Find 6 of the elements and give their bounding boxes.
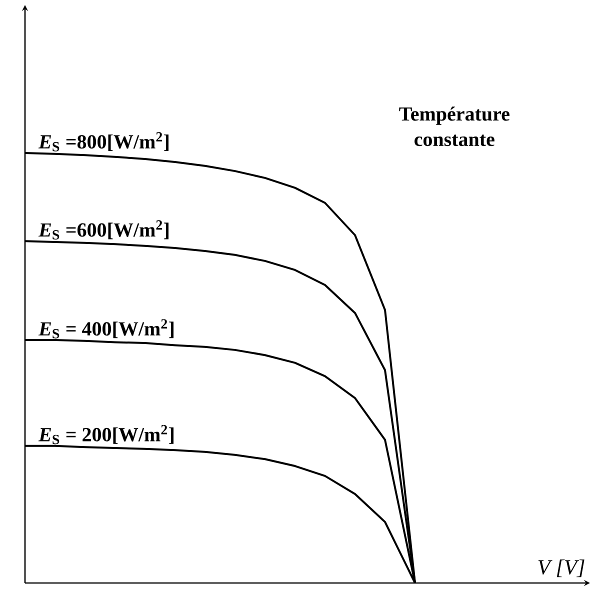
series-label: E$_{S}$ = 200[W/m$^{2}$] <box>38 424 174 444</box>
series-label: E$_{S}$ =600[W/m$^{2}$] <box>38 220 168 240</box>
text: V [V] <box>538 559 584 578</box>
text: Température constante <box>399 106 510 146</box>
series-label: E$_{S}$ = 400[W/m$^{2}$] <box>38 319 174 338</box>
series-label: E$_{S}$ =800[W/m$^{2}$] <box>38 132 168 152</box>
